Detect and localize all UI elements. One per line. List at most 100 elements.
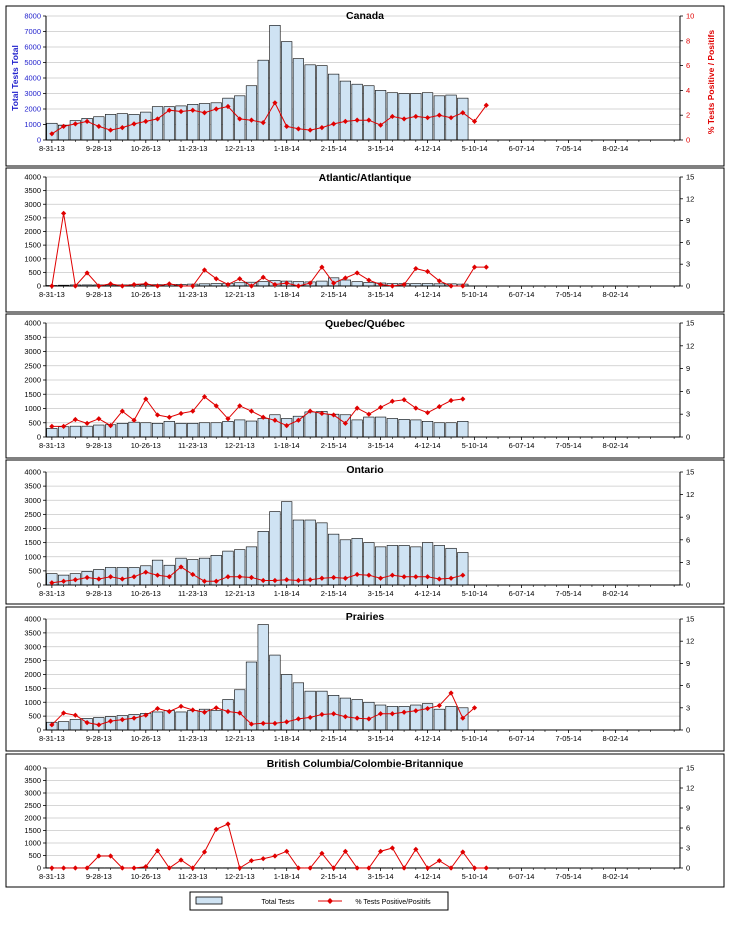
right-tick-label: 3: [686, 558, 690, 567]
pct-positive-point: [436, 576, 442, 582]
x-tick-label: 7-05-14: [556, 290, 582, 299]
pct-positive-point: [225, 821, 231, 827]
pct-positive-point: [319, 850, 325, 856]
x-tick-label: 4-12-14: [415, 734, 441, 743]
x-tick-label: 1-18-14: [274, 441, 300, 450]
left-tick-label: 2500: [24, 213, 41, 222]
pct-positive-point: [201, 578, 208, 584]
left-tick-label: 3000: [24, 89, 41, 98]
pct-positive-point: [354, 571, 360, 578]
pct-positive-point: [201, 110, 208, 116]
pct-positive-point: [260, 577, 266, 584]
pct-positive-point: [61, 123, 67, 129]
pct-positive-point: [331, 574, 337, 581]
pct-positive-point: [401, 574, 407, 580]
pct-positive-point: [84, 574, 90, 581]
right-tick-label: 6: [686, 824, 690, 833]
bar: [363, 542, 375, 586]
left-tick-label: 2500: [24, 361, 41, 370]
pct-positive-point: [131, 574, 137, 580]
chart-panel-4: 0 500 1000 1500 2000 2500 3000 3500 4000 0 3 6 9 12 15…: [5, 459, 725, 605]
pct-positive-point: [460, 110, 466, 116]
x-tick-label: 2-15-14: [321, 144, 347, 153]
pct-positive-point: [213, 705, 219, 711]
pct-positive-point: [307, 127, 313, 133]
right-tick-label: 12: [686, 637, 694, 646]
pct-positive-point: [354, 270, 360, 276]
bar: [93, 424, 105, 438]
chart-title: Prairies: [346, 611, 385, 623]
pct-positive-point: [131, 281, 137, 288]
bar: [81, 425, 93, 438]
right-tick-label: 3: [686, 410, 690, 419]
right-tick-label: 0: [686, 864, 690, 873]
pct-positive-point: [401, 281, 407, 288]
pct-positive-point: [201, 849, 208, 855]
pct-positive-point: [471, 118, 478, 124]
right-tick-label: 15: [686, 319, 694, 328]
bar: [234, 419, 246, 438]
bar: [234, 689, 246, 731]
pct-positive-point: [225, 281, 231, 288]
bar: [410, 419, 422, 438]
bar: [422, 421, 434, 438]
bar: [257, 59, 269, 141]
left-tick-label: 500: [28, 418, 41, 427]
x-tick-label: 7-05-14: [556, 589, 582, 598]
pct-positive-point: [295, 283, 302, 289]
bar: [351, 281, 363, 287]
left-tick-label: 0: [37, 726, 41, 735]
pct-positive-point: [460, 396, 466, 402]
x-tick-label: 7-05-14: [556, 441, 582, 450]
x-tick-label: 8-02-14: [602, 734, 628, 743]
pct-positive-point: [272, 720, 278, 726]
bar: [140, 111, 152, 141]
legend: Total Tests % Tests Positive/Positifs: [189, 891, 449, 911]
x-tick-label: 11-23-13: [178, 734, 207, 743]
pct-positive-point: [248, 574, 255, 581]
left-tick-label: 7000: [24, 27, 41, 36]
x-tick-label: 4-12-14: [415, 441, 441, 450]
legend-bar-swatch: [195, 896, 223, 905]
right-tick-label: 6: [686, 238, 690, 247]
pct-positive-point: [389, 283, 395, 289]
x-tick-label: 7-05-14: [556, 872, 582, 881]
pct-positive-point: [319, 410, 325, 417]
pct-positive-point: [154, 283, 161, 289]
x-tick-label: 1-18-14: [274, 589, 300, 598]
legend-total-tests-label: Total Tests: [262, 899, 295, 906]
pct-positive-point: [401, 709, 407, 715]
pct-positive-point: [190, 865, 196, 871]
right-tick-label: 3: [686, 260, 690, 269]
bar: [198, 103, 211, 141]
pct-positive-point: [213, 276, 219, 282]
pct-positive-point: [61, 210, 67, 216]
pct-positive-point: [72, 416, 78, 423]
pct-positive-point: [248, 408, 255, 414]
x-tick-label: 12-21-13: [225, 872, 255, 881]
pct-positive-point: [72, 712, 78, 718]
left-tick-label: 2000: [24, 670, 41, 679]
pct-positive-point: [72, 121, 78, 127]
pct-positive-point: [295, 716, 302, 722]
pct-positive-point: [448, 115, 454, 121]
pct-positive-point: [378, 122, 384, 128]
right-tick-label: 0: [686, 726, 690, 735]
pct-positive-point: [448, 283, 454, 289]
right-tick-label: 0: [686, 282, 690, 291]
pct-positive-point: [448, 865, 454, 871]
pct-positive-point: [378, 575, 384, 581]
bar: [105, 114, 117, 141]
x-tick-label: 5-10-14: [462, 734, 488, 743]
x-tick-label: 8-31-13: [39, 734, 65, 743]
left-tick-label: 0: [37, 581, 41, 590]
pct-positive-point: [154, 848, 161, 854]
right-tick-label: 12: [686, 784, 694, 793]
left-tick-label: 3500: [24, 186, 41, 195]
pct-positive-point: [307, 865, 313, 871]
pct-positive-point: [96, 722, 102, 728]
right-tick-label: 15: [686, 615, 694, 624]
left-tick-label: 1000: [24, 120, 41, 129]
left-tick-label: 6000: [24, 43, 41, 52]
pct-positive-point: [436, 278, 442, 284]
